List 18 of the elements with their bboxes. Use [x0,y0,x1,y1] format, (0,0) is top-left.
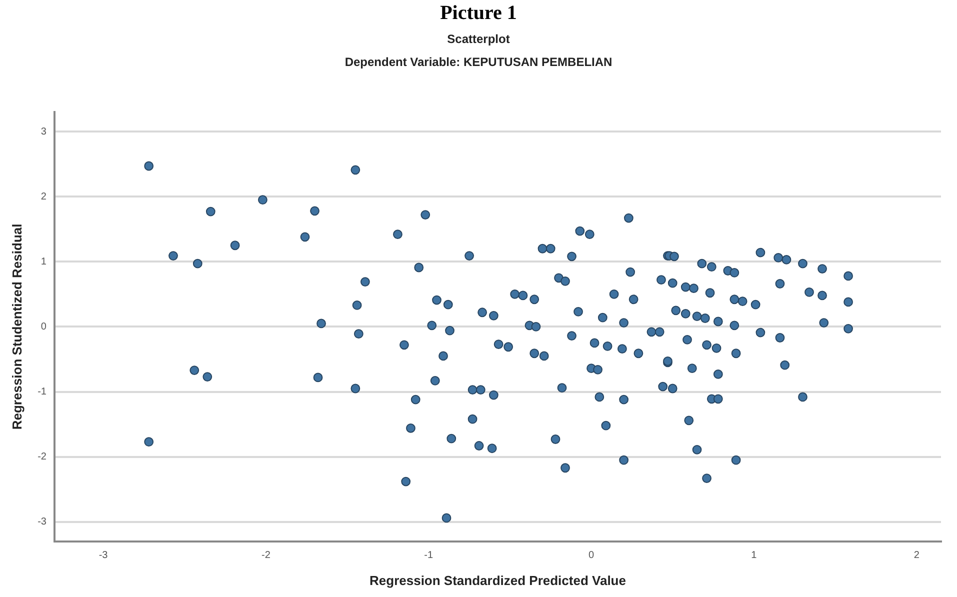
y-tick-label: -2 [38,452,47,463]
y-tick-label: 0 [40,321,47,332]
chart-title: Scatterplot [446,32,511,46]
x-tick-label: 1 [751,550,758,562]
y-tick-label: -1 [38,386,47,398]
x-tick-label: 2 [914,550,920,562]
y-axis-title: Regression Studentized Residual [9,224,24,430]
text: Picture 1 [439,2,518,25]
chart-subtitle: Dependent Variable: KEPUTUSAN PEMBELIAN [344,55,614,69]
y-tick-label: 3 [40,126,47,138]
x-tick-label: 0 [588,550,594,562]
y-tick-label: 2 [40,191,47,202]
x-axis-title: Regression Standardized Predicted Value [370,572,626,588]
x-tick-label: -2 [262,550,271,562]
y-tick-label: 1 [40,256,47,268]
x-tick-label: -1 [424,550,434,562]
y-tick-label: -3 [38,516,47,528]
x-tick-label: -3 [98,550,108,562]
